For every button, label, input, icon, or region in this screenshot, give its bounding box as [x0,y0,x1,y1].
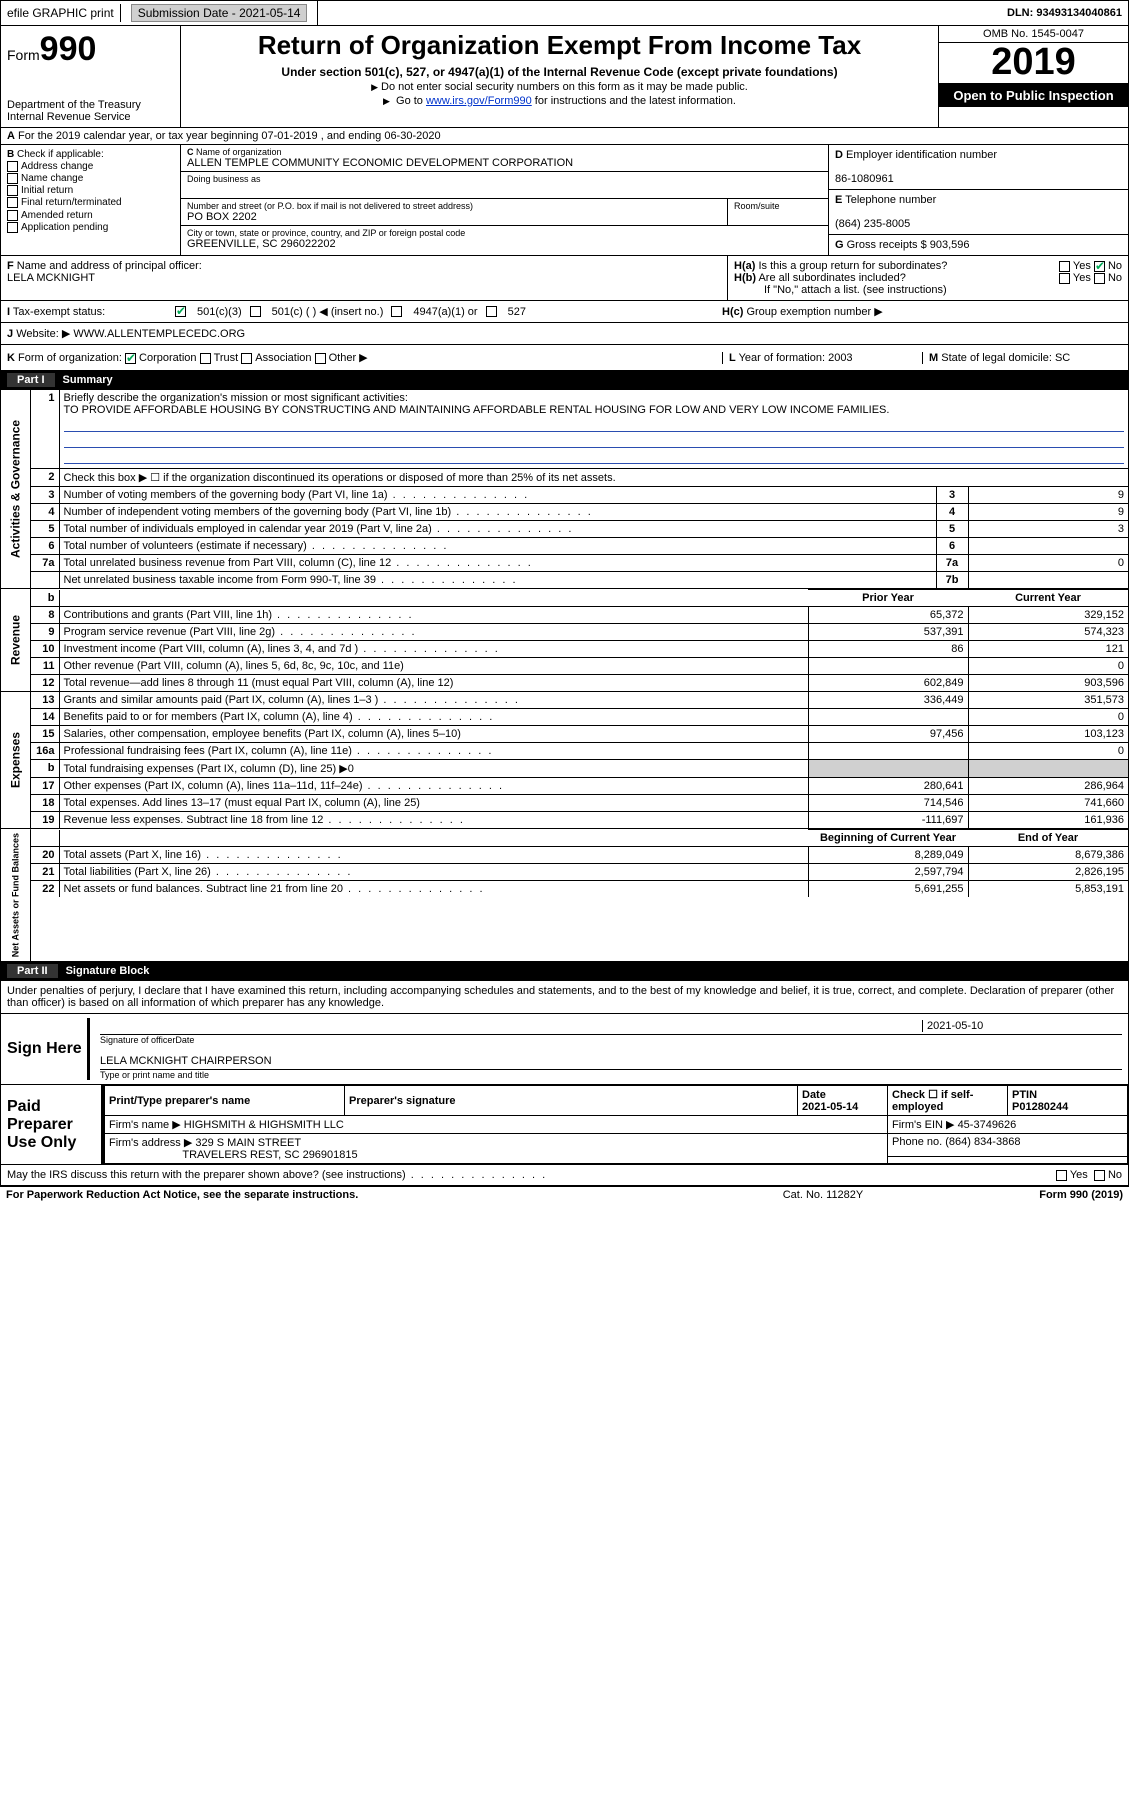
form-subtitle: Under section 501(c), 527, or 4947(a)(1)… [187,65,932,79]
website: WWW.ALLENTEMPLECEDC.ORG [73,328,245,340]
phone: (864) 235-8005 [835,218,910,230]
treasury-dept: Department of the Treasury Internal Reve… [7,99,174,123]
org-info-block: B Check if applicable: Address change Na… [0,145,1129,256]
ssn-note: Do not enter social security numbers on … [187,81,932,93]
open-to-public: Open to Public Inspection [939,84,1128,107]
tax-year: 2019 [939,43,1128,84]
discuss-no[interactable] [1094,1170,1105,1181]
discuss-yes[interactable] [1056,1170,1067,1181]
goto-note: Go to www.irs.gov/Form990 for instructio… [187,95,932,107]
chk-amended[interactable] [7,210,18,221]
chk-corp[interactable] [125,353,136,364]
vtab-revenue: Revenue [1,589,31,691]
col-b-checkboxes: B Check if applicable: Address change Na… [1,145,181,255]
vtab-activities: Activities & Governance [1,390,31,588]
ha-yes[interactable] [1059,261,1070,272]
org-address: PO BOX 2202 [187,211,721,223]
chk-527[interactable] [486,306,497,317]
sig-date: 2021-05-10 [922,1020,1122,1032]
part1-activities: Activities & Governance 1 Briefly descri… [0,390,1129,589]
firm-addr1: 329 S MAIN STREET [195,1137,301,1149]
efile-label: efile GRAPHIC print [1,4,121,22]
ein: 86-1080961 [835,173,894,185]
ptin: P01280244 [1012,1101,1068,1113]
chk-other[interactable] [315,353,326,364]
chk-4947[interactable] [391,306,402,317]
principal-officer: LELA MCKNIGHT [7,272,95,284]
efile-topbar: efile GRAPHIC print Submission Date - 20… [0,0,1129,26]
page-footer: For Paperwork Reduction Act Notice, see … [0,1186,1129,1203]
vtab-expenses: Expenses [1,692,31,828]
paid-preparer-block: Paid Preparer Use Only Print/Type prepar… [0,1085,1129,1165]
col-d-right: D Employer identification number 86-1080… [828,145,1128,255]
firm-name: HIGHSMITH & HIGHSMITH LLC [184,1119,344,1131]
row-f-h: F Name and address of principal officer:… [0,256,1129,301]
irs-link[interactable]: www.irs.gov/Form990 [426,95,532,107]
col-c-org: C Name of organization ALLEN TEMPLE COMM… [181,145,828,255]
gross-receipts: 903,596 [930,239,970,251]
chk-501c[interactable] [250,306,261,317]
form-title: Return of Organization Exempt From Incom… [187,30,932,61]
sign-here-block: Sign Here 2021-05-10 Signature of office… [0,1014,1129,1085]
firm-ein: 45-3749626 [958,1119,1017,1131]
perjury-declaration: Under penalties of perjury, I declare th… [0,981,1129,1014]
hb-yes[interactable] [1059,273,1070,284]
chk-final-return[interactable] [7,197,18,208]
part1-revenue: Revenue bPrior YearCurrent Year 8Contrib… [0,589,1129,692]
part1-expenses: Expenses 13Grants and similar amounts pa… [0,692,1129,829]
year-formation: 2003 [828,352,852,364]
vtab-netassets: Net Assets or Fund Balances [1,829,31,961]
row-i-tax-exempt: I Tax-exempt status: 501(c)(3) 501(c) ( … [0,301,1129,323]
chk-address-change[interactable] [7,161,18,172]
chk-name-change[interactable] [7,173,18,184]
part1-header: Part ISummary [0,371,1129,390]
part1-netassets: Net Assets or Fund Balances Beginning of… [0,829,1129,962]
submission-segment: Submission Date - 2021-05-14 [121,1,319,25]
chk-assoc[interactable] [241,353,252,364]
submission-date-button[interactable]: Submission Date - 2021-05-14 [131,4,308,22]
chk-trust[interactable] [200,353,211,364]
state-domicile: SC [1055,352,1070,364]
dln: DLN: 93493134040861 [1001,5,1128,21]
firm-phone: (864) 834-3868 [945,1136,1020,1148]
row-a-tax-year: A For the 2019 calendar year, or tax yea… [0,128,1129,145]
row-j-website: J Website: ▶ WWW.ALLENTEMPLECEDC.ORG [0,323,1129,345]
hb-no[interactable] [1094,273,1105,284]
org-name: ALLEN TEMPLE COMMUNITY ECONOMIC DEVELOPM… [187,157,822,169]
firm-addr2: TRAVELERS REST, SC 296901815 [182,1149,357,1161]
row-k-form-org: K Form of organization: Corporation Trus… [0,345,1129,371]
discuss-row: May the IRS discuss this return with the… [0,1165,1129,1186]
form-number: Form990 [7,30,174,69]
chk-501c3[interactable] [175,306,186,317]
chk-initial-return[interactable] [7,185,18,196]
form-header: Form990 Department of the Treasury Inter… [0,26,1129,128]
mission-text: TO PROVIDE AFFORDABLE HOUSING BY CONSTRU… [64,404,890,416]
part2-header: Part IISignature Block [0,962,1129,981]
chk-app-pending[interactable] [7,222,18,233]
ha-no[interactable] [1094,261,1105,272]
officer-name: LELA MCKNIGHT CHAIRPERSON [100,1055,1122,1067]
preparer-date: 2021-05-14 [802,1101,858,1113]
org-city: GREENVILLE, SC 296022202 [187,238,822,250]
